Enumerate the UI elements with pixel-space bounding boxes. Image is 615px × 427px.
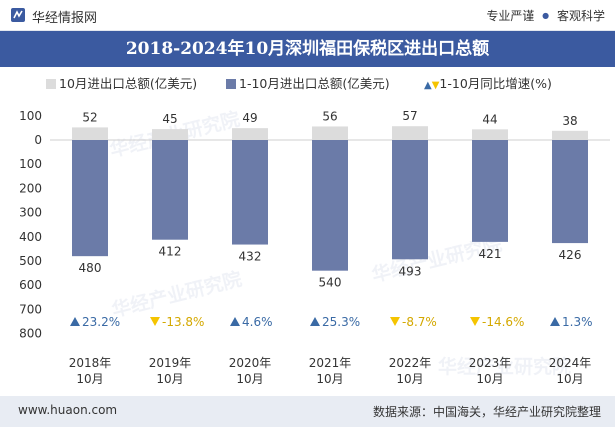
legend-down-triangle-icon: ▼ <box>431 80 440 91</box>
tagline-left: 专业严谨 <box>486 9 535 23</box>
bar-ytd <box>72 140 108 257</box>
x-tick-label: 2023年 <box>469 356 512 370</box>
legend-label-ytd: 1-10月进出口总额(亿美元) <box>239 76 390 91</box>
x-tick-label: 10月 <box>156 372 183 386</box>
tagline-right: 客观科学 <box>556 9 605 23</box>
growth-up-triangle-icon <box>70 317 80 326</box>
tagline-dot-icon: ● <box>542 11 550 20</box>
x-tick-label: 10月 <box>396 372 423 386</box>
x-tick-label: 10月 <box>236 372 263 386</box>
bar-month <box>392 126 428 140</box>
data-label-growth: -13.8% <box>162 315 204 329</box>
legend-label-growth: 1-10月同比增速(%) <box>439 76 552 91</box>
y-tick-label: 800 <box>19 327 42 341</box>
title-bar: 2018-2024年10月深圳福田保税区进出口总额 <box>0 31 615 67</box>
chart-title: 2018-2024年10月深圳福田保税区进出口总额 <box>125 39 490 59</box>
data-label-month: 49 <box>242 111 257 125</box>
footer-source: 数据来源：中国海关，华经产业研究院整理 <box>372 405 601 419</box>
data-label-ytd: 480 <box>79 261 102 275</box>
data-label-ytd: 493 <box>399 264 422 278</box>
y-tick-label: 300 <box>19 206 42 220</box>
bar-ytd <box>472 140 508 242</box>
legend-swatch-month <box>46 79 56 89</box>
y-tick-label: 500 <box>19 254 42 268</box>
y-tick-label: 400 <box>19 230 42 244</box>
legend-item-month: 10月进出口总额(亿美元) <box>46 74 197 94</box>
data-label-month: 56 <box>322 109 337 123</box>
bar-ytd <box>152 140 188 240</box>
growth-up-triangle-icon <box>310 317 320 326</box>
legend-item-ytd: 1-10月进出口总额(亿美元) <box>226 74 390 94</box>
footer-bar: www.huaon.com 数据来源：中国海关，华经产业研究院整理 <box>0 396 615 427</box>
data-label-growth: 1.3% <box>562 315 593 329</box>
bar-month <box>552 130 588 140</box>
data-label-growth: 23.2% <box>82 315 120 329</box>
legend-swatch-ytd <box>226 79 236 89</box>
x-tick-label: 10月 <box>76 372 103 386</box>
data-label-ytd: 540 <box>319 276 342 290</box>
y-tick-label: 700 <box>19 302 42 316</box>
data-label-month: 45 <box>162 112 177 126</box>
legend-item-growth: ▲▼1-10月同比增速(%) <box>424 74 552 96</box>
chart-plot: 100 0 100 200 300 400 500 600 700 800 52 480 23.2% 20… <box>19 109 610 386</box>
bar-ytd <box>552 140 588 244</box>
data-label-ytd: 421 <box>479 247 502 261</box>
data-label-ytd: 412 <box>159 245 182 259</box>
growth-down-triangle-icon <box>150 317 160 326</box>
x-tick-label: 2019年 <box>149 356 192 370</box>
y-tick-label: 0 <box>34 133 42 147</box>
y-tick-label: 600 <box>19 278 42 292</box>
y-tick-label: 100 <box>19 109 42 123</box>
legend-label-month: 10月进出口总额(亿美元) <box>59 76 198 91</box>
data-label-month: 44 <box>482 112 497 126</box>
brand-logo-icon <box>11 8 25 22</box>
growth-down-triangle-icon <box>470 317 480 326</box>
footer-url: www.huaon.com <box>18 403 118 417</box>
bar-ytd <box>232 140 268 245</box>
y-tick-label: 100 <box>19 157 42 171</box>
bar-month <box>232 128 268 140</box>
y-tick-label: 200 <box>19 181 42 195</box>
growth-down-triangle-icon <box>390 317 400 326</box>
chart-legend: 10月进出口总额(亿美元) 1-10月进出口总额(亿美元) ▲▼1-10月同比增… <box>0 74 615 94</box>
data-label-ytd: 432 <box>239 250 262 264</box>
data-label-month: 52 <box>82 110 97 124</box>
growth-up-triangle-icon <box>550 317 560 326</box>
x-tick-label: 2022年 <box>389 356 432 370</box>
bar-month <box>72 127 108 140</box>
data-label-month: 57 <box>402 109 417 123</box>
data-label-month: 38 <box>562 114 577 128</box>
x-tick-label: 2021年 <box>309 356 352 370</box>
data-label-growth: -8.7% <box>402 315 437 329</box>
bar-month <box>312 126 348 140</box>
x-tick-label: 10月 <box>316 372 343 386</box>
data-label-growth: -14.6% <box>482 315 524 329</box>
tagline: 专业严谨 ● 客观科学 <box>486 7 605 24</box>
bar-ytd <box>312 140 348 271</box>
top-bar: 华经情报网 专业严谨 ● 客观科学 <box>0 0 615 31</box>
data-label-growth: 4.6% <box>242 315 273 329</box>
growth-up-triangle-icon <box>230 317 240 326</box>
x-tick-label: 2018年 <box>69 356 112 370</box>
bar-month <box>472 129 508 140</box>
x-tick-label: 10月 <box>476 372 503 386</box>
brand-name: 华经情报网 <box>32 11 98 26</box>
x-tick-label: 2020年 <box>229 356 272 370</box>
x-tick-label: 2024年 <box>549 356 592 370</box>
bar-ytd <box>392 140 428 260</box>
legend-up-triangle-icon: ▲ <box>424 80 432 91</box>
data-label-ytd: 426 <box>559 248 582 262</box>
data-label-growth: 25.3% <box>322 315 360 329</box>
x-tick-label: 10月 <box>556 372 583 386</box>
bar-month <box>152 129 188 140</box>
